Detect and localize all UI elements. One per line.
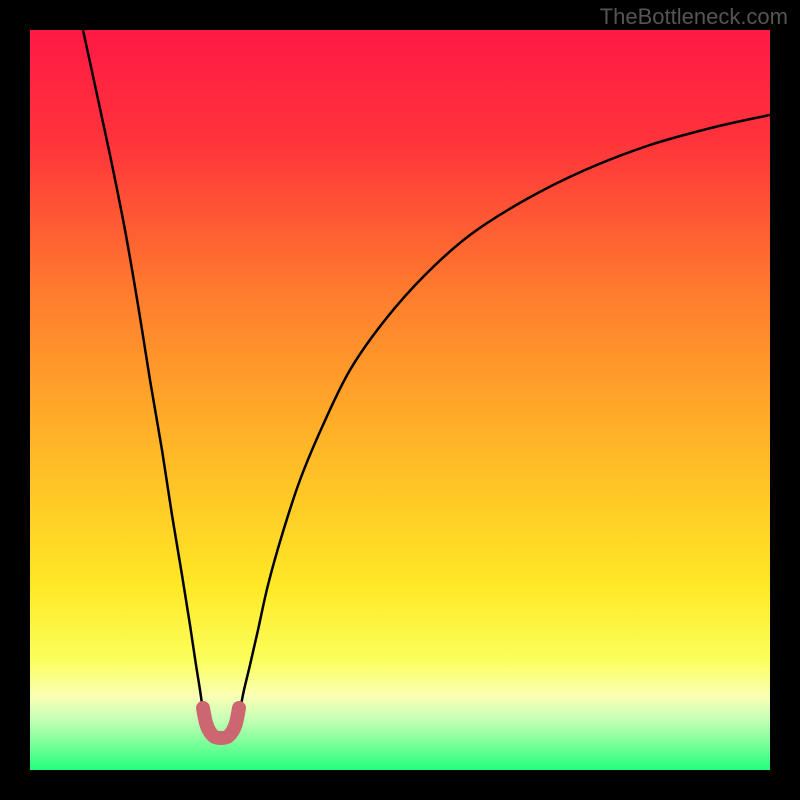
watermark-text: TheBottleneck.com	[600, 4, 788, 30]
right-curve-path	[237, 115, 770, 723]
gradient-plot-area	[30, 30, 770, 770]
valley-marker-path	[203, 708, 239, 738]
chart-container: TheBottleneck.com	[0, 0, 800, 800]
left-curve-path	[83, 30, 206, 723]
bottleneck-curve	[30, 30, 770, 770]
